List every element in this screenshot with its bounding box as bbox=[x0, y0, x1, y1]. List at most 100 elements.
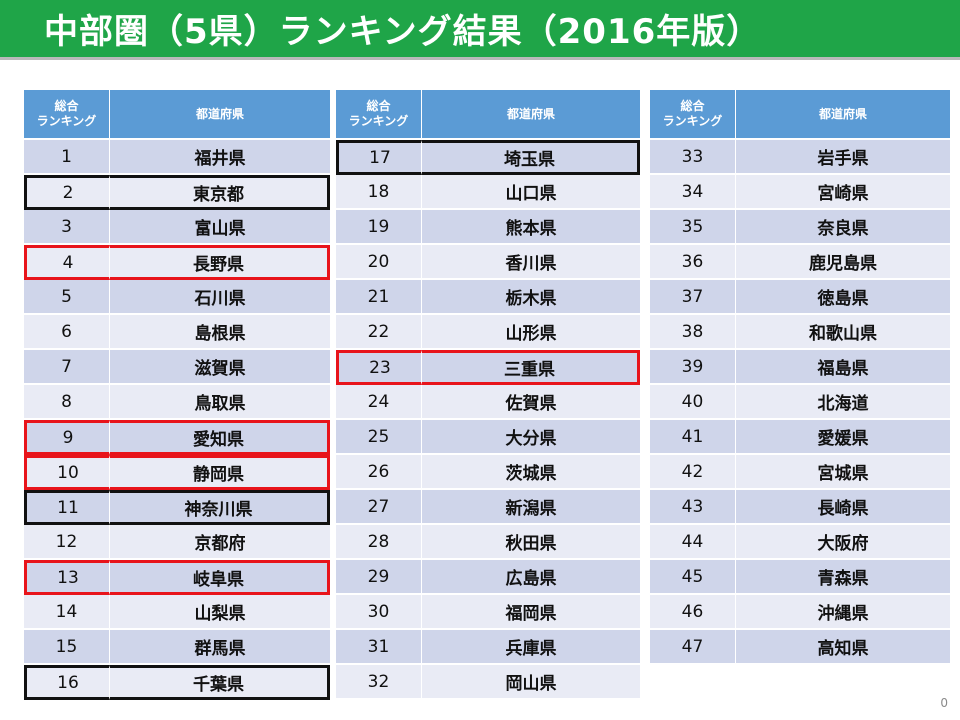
prefecture-cell: 佐賀県 bbox=[422, 385, 640, 420]
prefecture-cell: 長崎県 bbox=[736, 490, 950, 525]
table-row: 31 兵庫県 bbox=[336, 630, 640, 665]
prefecture-cell: 鳥取県 bbox=[110, 385, 330, 420]
prefecture-cell: 高知県 bbox=[736, 630, 950, 665]
ranking-table-2: 総合 ランキング 都道府県 17 埼玉県 18 山口県 19 熊本県 20 香川県 21 栃木県 2… bbox=[336, 90, 640, 700]
page-number: 0 bbox=[940, 696, 948, 710]
rank-cell: 16 bbox=[24, 665, 110, 700]
rank-cell: 45 bbox=[650, 560, 736, 595]
prefecture-cell: 宮崎県 bbox=[736, 175, 950, 210]
rank-cell: 19 bbox=[336, 210, 422, 245]
rank-column-header: 総合 ランキング bbox=[24, 90, 110, 140]
rank-cell: 6 bbox=[24, 315, 110, 350]
table-row: 36 鹿児島県 bbox=[650, 245, 950, 280]
rank-cell: 40 bbox=[650, 385, 736, 420]
table-row: 44 大阪府 bbox=[650, 525, 950, 560]
table-row: 10 静岡県 bbox=[24, 455, 330, 490]
table-header-row: 総合 ランキング 都道府県 bbox=[24, 90, 330, 140]
prefecture-cell: 秋田県 bbox=[422, 525, 640, 560]
rank-cell: 37 bbox=[650, 280, 736, 315]
rank-cell: 24 bbox=[336, 385, 422, 420]
table-row: 7 滋賀県 bbox=[24, 350, 330, 385]
prefecture-cell: 新潟県 bbox=[422, 490, 640, 525]
rank-cell: 42 bbox=[650, 455, 736, 490]
prefecture-cell: 兵庫県 bbox=[422, 630, 640, 665]
rank-cell: 27 bbox=[336, 490, 422, 525]
rank-cell: 44 bbox=[650, 525, 736, 560]
rank-cell: 12 bbox=[24, 525, 110, 560]
ranking-table-body: 17 埼玉県 18 山口県 19 熊本県 20 香川県 21 栃木県 22 山形県 23 三重県 24 佐賀県… bbox=[336, 140, 640, 700]
table-row: 45 青森県 bbox=[650, 560, 950, 595]
table-row: 17 埼玉県 bbox=[336, 140, 640, 175]
rank-cell: 10 bbox=[24, 455, 110, 490]
title-bar: 中部圏（5県）ランキング結果（2016年版） bbox=[0, 0, 960, 60]
table-row: 32 岡山県 bbox=[336, 665, 640, 700]
table-row: 38 和歌山県 bbox=[650, 315, 950, 350]
table-row: 27 新潟県 bbox=[336, 490, 640, 525]
prefecture-cell: 東京都 bbox=[110, 175, 330, 210]
table-row: 34 宮崎県 bbox=[650, 175, 950, 210]
prefecture-cell: 山口県 bbox=[422, 175, 640, 210]
table-row: 19 熊本県 bbox=[336, 210, 640, 245]
rank-cell: 34 bbox=[650, 175, 736, 210]
rank-header-line2: ランキング bbox=[662, 114, 723, 128]
prefecture-cell: 滋賀県 bbox=[110, 350, 330, 385]
rank-cell: 3 bbox=[24, 210, 110, 245]
prefecture-cell: 長野県 bbox=[110, 245, 330, 280]
prefecture-cell: 徳島県 bbox=[736, 280, 950, 315]
rank-cell: 33 bbox=[650, 140, 736, 175]
prefecture-cell: 茨城県 bbox=[422, 455, 640, 490]
page-title: 中部圏（5県）ランキング結果（2016年版） bbox=[44, 12, 762, 52]
prefecture-cell: 富山県 bbox=[110, 210, 330, 245]
rank-header-line2: ランキング bbox=[348, 114, 409, 128]
prefecture-cell: 栃木県 bbox=[422, 280, 640, 315]
rank-cell: 25 bbox=[336, 420, 422, 455]
ranking-table-3: 総合 ランキング 都道府県 33 岩手県 34 宮崎県 35 奈良県 36 鹿児島県 37 徳島県… bbox=[650, 90, 950, 665]
prefecture-cell: 広島県 bbox=[422, 560, 640, 595]
prefecture-cell: 宮城県 bbox=[736, 455, 950, 490]
prefecture-cell: 福島県 bbox=[736, 350, 950, 385]
table-row: 26 茨城県 bbox=[336, 455, 640, 490]
rank-cell: 13 bbox=[24, 560, 110, 595]
table-row: 43 長崎県 bbox=[650, 490, 950, 525]
prefecture-cell: 群馬県 bbox=[110, 630, 330, 665]
rank-cell: 47 bbox=[650, 630, 736, 665]
table-row: 8 鳥取県 bbox=[24, 385, 330, 420]
rank-cell: 8 bbox=[24, 385, 110, 420]
table-row: 15 群馬県 bbox=[24, 630, 330, 665]
prefecture-column-header: 都道府県 bbox=[736, 90, 950, 140]
prefecture-cell: 岐阜県 bbox=[110, 560, 330, 595]
prefecture-cell: 神奈川県 bbox=[110, 490, 330, 525]
rank-header-line2: ランキング bbox=[36, 114, 97, 128]
rank-cell: 46 bbox=[650, 595, 736, 630]
table-row: 11 神奈川県 bbox=[24, 490, 330, 525]
rank-column-header: 総合 ランキング bbox=[650, 90, 736, 140]
rank-cell: 31 bbox=[336, 630, 422, 665]
rank-header-line1: 総合 bbox=[366, 99, 391, 113]
table-row: 28 秋田県 bbox=[336, 525, 640, 560]
table-row: 2 東京都 bbox=[24, 175, 330, 210]
prefecture-cell: 山梨県 bbox=[110, 595, 330, 630]
table-row: 42 宮城県 bbox=[650, 455, 950, 490]
table-row: 33 岩手県 bbox=[650, 140, 950, 175]
ranking-table-1: 総合 ランキング 都道府県 1 福井県 2 東京都 3 富山県 4 長野県 5 石川県 6 島根県 7 滋… bbox=[24, 90, 330, 700]
table-row: 29 広島県 bbox=[336, 560, 640, 595]
rank-cell: 43 bbox=[650, 490, 736, 525]
table-row: 40 北海道 bbox=[650, 385, 950, 420]
prefecture-cell: 香川県 bbox=[422, 245, 640, 280]
table-row: 41 愛媛県 bbox=[650, 420, 950, 455]
prefecture-cell: 鹿児島県 bbox=[736, 245, 950, 280]
rank-cell: 14 bbox=[24, 595, 110, 630]
table-row: 4 長野県 bbox=[24, 245, 330, 280]
prefecture-cell: 和歌山県 bbox=[736, 315, 950, 350]
rank-cell: 23 bbox=[336, 350, 422, 385]
rank-column-header: 総合 ランキング bbox=[336, 90, 422, 140]
prefecture-cell: 石川県 bbox=[110, 280, 330, 315]
table-row: 9 愛知県 bbox=[24, 420, 330, 455]
prefecture-cell: 島根県 bbox=[110, 315, 330, 350]
prefecture-cell: 山形県 bbox=[422, 315, 640, 350]
table-row: 21 栃木県 bbox=[336, 280, 640, 315]
table-row: 25 大分県 bbox=[336, 420, 640, 455]
prefecture-cell: 北海道 bbox=[736, 385, 950, 420]
prefecture-cell: 千葉県 bbox=[110, 665, 330, 700]
rank-cell: 26 bbox=[336, 455, 422, 490]
